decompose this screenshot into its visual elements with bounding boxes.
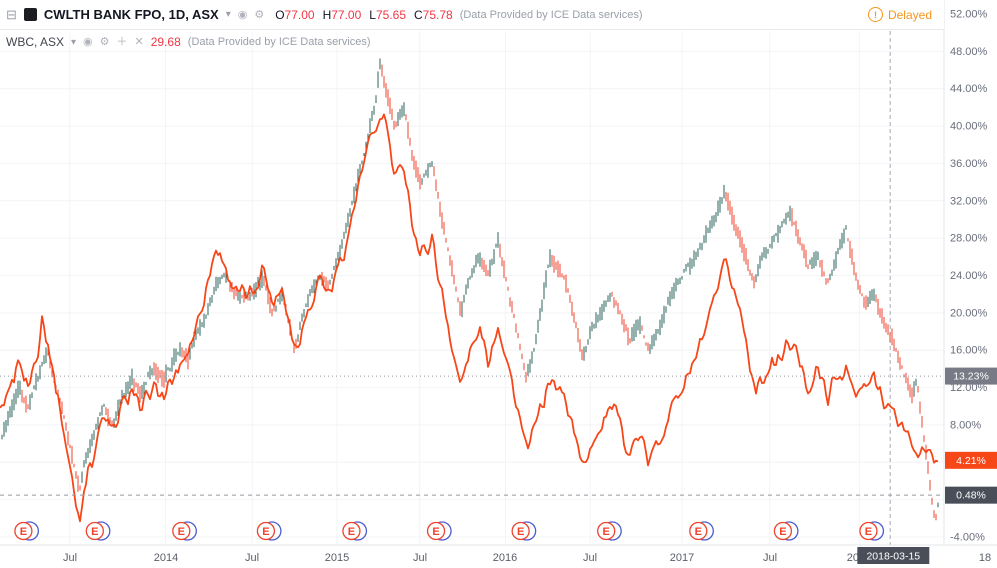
gear-icon[interactable]: ⚙ — [99, 36, 110, 48]
time-axis-label[interactable]: Jul — [413, 552, 427, 564]
earnings-marker-label: E — [91, 526, 98, 538]
time-axis-label[interactable]: 2016 — [493, 552, 517, 564]
delayed-label: Delayed — [887, 7, 932, 22]
price-tick-label[interactable]: 24.00% — [950, 270, 988, 282]
time-axis-label[interactable]: 2015 — [325, 552, 349, 564]
warning-icon: ! — [867, 7, 883, 22]
date-badge — [857, 547, 930, 564]
price-tick-label[interactable]: 20.00% — [950, 307, 988, 319]
compare-value: 29.68 — [150, 35, 181, 49]
compare-symbol-button[interactable]: WBC, ASX — [6, 35, 65, 49]
price-badge — [945, 367, 997, 385]
ohlc-item: O77.00 — [275, 7, 315, 22]
earnings-marker-label: E — [20, 526, 27, 538]
earnings-marker-label: E — [178, 526, 185, 538]
earnings-marker-label: E — [865, 526, 872, 538]
earnings-marker-circle[interactable] — [859, 521, 878, 541]
earnings-marker-label: E — [432, 526, 439, 538]
earnings-marker-circle[interactable] — [426, 521, 446, 541]
ohlc-item: C75.78 — [414, 7, 453, 22]
price-badge-label: 4.21% — [956, 455, 986, 467]
price-tick-label[interactable]: -4.00% — [950, 532, 985, 544]
earnings-marker-circle[interactable] — [172, 521, 191, 541]
earnings-marker-label: E — [262, 526, 269, 538]
time-axis-label[interactable]: Jul — [583, 552, 597, 564]
price-tick-label[interactable]: 32.00% — [950, 195, 988, 207]
earnings-marker-circle[interactable] — [689, 521, 708, 541]
price-tick-label[interactable]: 52.00% — [950, 9, 988, 21]
time-axis-label[interactable]: 2017 — [670, 552, 694, 564]
data-provider-note: (Data Provided by ICE Data services) — [187, 36, 371, 48]
earnings-marker-circle[interactable] — [773, 521, 793, 541]
price-badge-label: 13.23% — [953, 371, 989, 383]
collapse-icon[interactable]: ⊟ — [6, 6, 17, 22]
time-axis-label[interactable]: 18 — [979, 552, 991, 564]
earnings-marker-circle[interactable] — [597, 521, 616, 541]
time-axis-label[interactable]: Jul — [63, 552, 77, 564]
eye-icon[interactable]: ◉ — [83, 36, 93, 48]
time-axis-label[interactable]: Jul — [763, 552, 777, 564]
price-badge — [945, 451, 997, 469]
date-badge-label: 2018-03-15 — [866, 551, 920, 563]
symbol-title-button[interactable]: CWLTH BANK FPO, 1D, ASX — [43, 7, 219, 22]
price-tick-label[interactable]: 12.00% — [950, 382, 988, 394]
eye-icon[interactable]: ◉ — [237, 8, 248, 21]
chevron-down-icon[interactable]: ▾ — [225, 9, 231, 20]
compare-legend: WBC, ASX ▾ ◉ ⚙ ＋ ✕ 29.68 (Data Provided … — [6, 35, 371, 49]
time-axis-label[interactable]: 2014 — [154, 552, 178, 564]
price-tick-label[interactable]: 44.00% — [950, 83, 988, 95]
chevron-down-icon[interactable]: ▾ — [71, 36, 77, 48]
earnings-marker-circle[interactable] — [511, 521, 530, 541]
ohlc-readout: O77.00 H77.00 L75.65 C75.78 — [275, 8, 453, 22]
earnings-marker-circle[interactable] — [256, 521, 276, 541]
gear-icon[interactable]: ⚙ — [254, 8, 265, 21]
plus-icon[interactable]: ＋ — [116, 36, 128, 48]
earnings-marker-label: E — [348, 526, 355, 538]
earnings-marker-label: E — [603, 526, 610, 538]
ohlc-item: H77.00 — [322, 7, 362, 22]
chart-topbar: ⊟ CWLTH BANK FPO, 1D, ASX ▾ ◉ ⚙ O77.00 H7… — [0, 0, 944, 30]
price-badge — [945, 486, 997, 504]
price-tick-label[interactable]: 28.00% — [950, 233, 988, 245]
earnings-marker-circle[interactable] — [85, 521, 104, 541]
price-tick-label[interactable]: 16.00% — [950, 345, 988, 357]
price-badge-label: 0.48% — [956, 490, 986, 502]
earnings-marker-label: E — [517, 526, 524, 538]
earnings-marker-circle[interactable] — [342, 521, 361, 541]
time-axis-label[interactable]: Jul — [245, 552, 259, 564]
symbol-logo-icon — [23, 8, 37, 21]
earnings-marker-label: E — [779, 526, 786, 538]
earnings-marker-circle[interactable] — [14, 521, 33, 541]
price-tick-label[interactable]: 40.00% — [950, 121, 988, 133]
close-icon[interactable]: ✕ — [134, 36, 144, 48]
data-provider-note: (Data Provided by ICE Data services) — [459, 8, 643, 21]
compare-line — [0, 113, 939, 523]
delayed-badge: ! Delayed — [867, 7, 932, 22]
price-tick-label[interactable]: 8.00% — [950, 419, 981, 431]
price-tick-label[interactable]: 48.00% — [950, 46, 988, 58]
earnings-marker-label: E — [695, 526, 702, 538]
price-tick-label[interactable]: 36.00% — [950, 158, 988, 170]
ohlc-item: L75.65 — [369, 7, 406, 22]
